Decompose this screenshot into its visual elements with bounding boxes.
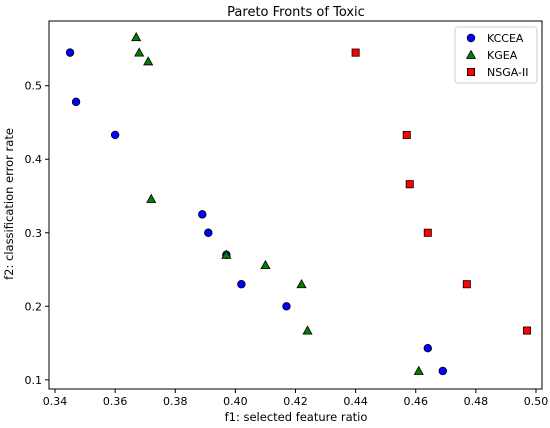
nsga-ii-point <box>462 280 471 289</box>
y-axis-label: f2: classification error rate <box>2 128 16 280</box>
x-tick-label: 0.34 <box>43 395 68 408</box>
kgea-point <box>146 193 157 203</box>
x-axis: 0.34 0.36 0.38 0.40 0.42 0.44 0.46 0.48 0.50 <box>43 389 548 408</box>
x-tick-label: 0.48 <box>464 395 489 408</box>
y-tick-label: 0.5 <box>25 80 43 93</box>
kgea-point <box>143 56 154 66</box>
chart-title: Pareto Fronts of Toxic <box>227 5 365 20</box>
legend-kccea-marker <box>466 33 476 43</box>
kccea-point <box>71 97 81 107</box>
kgea-point <box>221 249 232 259</box>
kccea-point <box>198 210 207 219</box>
kccea-point <box>282 302 291 311</box>
legend-nsga-ii-label: NSGA-II <box>487 66 528 79</box>
nsga-ii-point <box>522 326 531 335</box>
kgea-point <box>296 279 307 289</box>
kgea-point <box>131 31 142 42</box>
nsga-ii-point <box>402 130 411 139</box>
kgea-point <box>413 365 424 375</box>
x-tick-label: 0.36 <box>103 395 128 408</box>
legend-box <box>454 26 538 84</box>
kgea-point <box>260 259 271 270</box>
y-tick-label: 0.2 <box>25 300 43 313</box>
x-tick-label: 0.44 <box>343 395 368 408</box>
nsga-ii-point <box>423 228 432 237</box>
kccea-point <box>438 366 447 376</box>
kccea-point <box>110 130 120 140</box>
nsga-ii-point <box>405 180 414 189</box>
legend-kgea-label: KGEA <box>487 49 518 62</box>
legend-nsga-ii-marker <box>466 68 475 77</box>
kgea-point <box>302 325 313 335</box>
nsga-ii-point <box>351 48 360 57</box>
y-axis: 0.1 0.2 0.3 0.4 0.5 <box>25 80 49 387</box>
x-tick-label: 0.38 <box>163 395 188 408</box>
y-tick-label: 0.4 <box>25 153 43 166</box>
x-axis-label: f1: selected feature ratio <box>225 410 368 424</box>
kccea-point <box>423 343 432 353</box>
kccea-point <box>237 280 246 289</box>
legend-kccea-label: KCCEA <box>487 32 524 45</box>
legend: KCCEA KGEA NSGA-II <box>454 26 538 84</box>
kgea-point <box>134 47 145 57</box>
kccea-point <box>65 48 75 57</box>
kccea-point <box>204 228 213 237</box>
x-tick-label: 0.42 <box>283 395 308 408</box>
x-tick-label: 0.50 <box>524 395 549 408</box>
x-tick-label: 0.40 <box>223 395 248 408</box>
data-points <box>65 31 531 376</box>
y-tick-label: 0.3 <box>25 227 43 240</box>
legend-kgea-marker <box>465 49 477 59</box>
x-tick-label: 0.46 <box>403 395 428 408</box>
y-tick-label: 0.1 <box>25 374 43 387</box>
